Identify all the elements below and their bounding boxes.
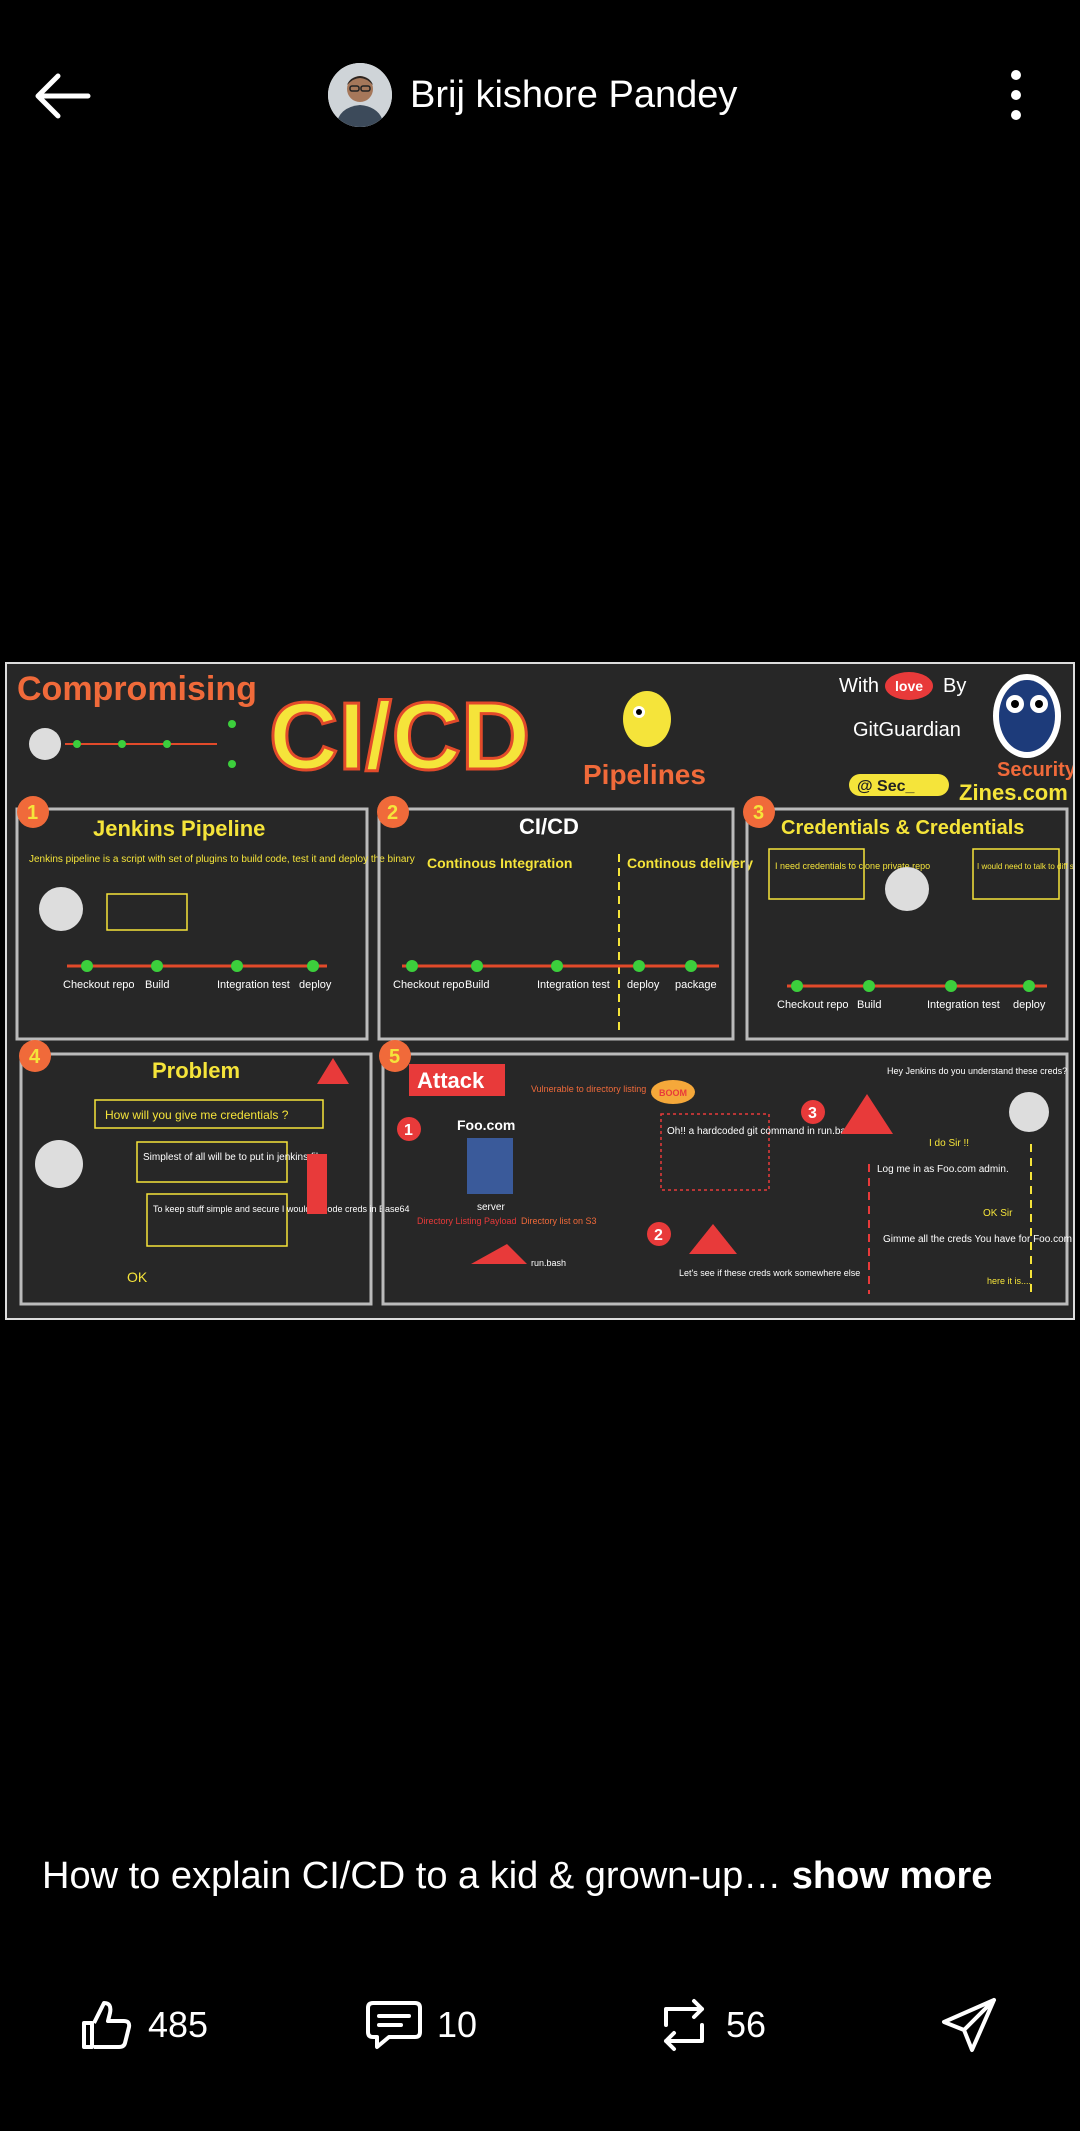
send-icon (942, 1998, 996, 2052)
comment-count: 10 (437, 2004, 478, 2045)
svg-text:Build: Build (465, 979, 489, 991)
svg-text:Oh!! a hardcoded git command i: Oh!! a hardcoded git command in run.bash (667, 1126, 857, 1137)
like-count: 485 (148, 2004, 209, 2045)
svg-text:BOOM: BOOM (659, 1088, 687, 1098)
svg-text:Let's see if these creds work: Let's see if these creds work somewhere … (679, 1268, 860, 1278)
credit-site-top: Security (997, 759, 1073, 781)
svg-text:here it is....: here it is.... (987, 1276, 1031, 1286)
credit-love: love (895, 678, 923, 694)
panel-cicd: 2 CI/CD Continous Integration Continous … (377, 796, 753, 1041)
svg-text:Foo.com: Foo.com (457, 1117, 515, 1133)
svg-text:To keep stuff simple and secur: To keep stuff simple and secure I would … (153, 1204, 410, 1214)
svg-text:2: 2 (387, 802, 398, 824)
svg-text:Integration test: Integration test (217, 979, 290, 991)
svg-text:Simplest of all will be to put: Simplest of all will be to put in jenkin… (143, 1152, 324, 1163)
credit-by: By (943, 675, 966, 697)
svg-text:Log me in as Foo.com admin.: Log me in as Foo.com admin. (877, 1164, 1009, 1175)
comment-button[interactable]: 10 (365, 1990, 477, 2060)
credit-handle: @ Sec_ (857, 778, 916, 795)
svg-text:Attack: Attack (417, 1068, 485, 1093)
svg-text:OK: OK (127, 1269, 148, 1285)
svg-text:Directory Listing Payload: Directory Listing Payload (417, 1216, 517, 1226)
svg-text:I would need to talk to diff s: I would need to talk to diff services fo… (977, 862, 1073, 871)
svg-text:Continous delivery: Continous delivery (627, 855, 753, 871)
action-bar: 485 10 56 (0, 1990, 1080, 2080)
repost-icon (664, 1999, 704, 2051)
credit-org: GitGuardian (853, 719, 961, 741)
repost-button[interactable]: 56 (656, 1990, 766, 2060)
more-options-button[interactable] (992, 60, 1040, 130)
credit-with: With (839, 675, 879, 697)
svg-text:Hey Jenkins do you understand: Hey Jenkins do you understand these cred… (887, 1066, 1067, 1076)
svg-text:Build: Build (857, 999, 881, 1011)
svg-text:Jenkins Pipeline: Jenkins Pipeline (93, 816, 265, 841)
panel-attack: 5 Attack 1 Foo.com server Vulnerable to … (379, 1040, 1072, 1306)
svg-text:Integration test: Integration test (537, 979, 610, 991)
title-pipeline-graphic (29, 720, 236, 768)
svg-text:I do Sir !!: I do Sir !! (929, 1138, 969, 1149)
svg-text:server: server (477, 1202, 505, 1213)
bird-mascot-icon (623, 691, 671, 747)
svg-text:Checkout repo: Checkout repo (63, 979, 135, 991)
thumbs-up-icon (82, 2001, 132, 2049)
svg-text:Gimme all the creds You have f: Gimme all the creds You have for Foo.com (883, 1234, 1072, 1245)
svg-text:1: 1 (404, 1122, 413, 1139)
svg-text:Problem: Problem (152, 1058, 240, 1083)
back-arrow-icon (35, 73, 91, 119)
more-dot-icon (1011, 70, 1021, 80)
send-button[interactable] (940, 1990, 998, 2060)
caption-text: How to explain CI/CD to a kid & grown-up… (42, 1855, 782, 1897)
svg-text:4: 4 (29, 1046, 41, 1068)
svg-text:2: 2 (654, 1227, 663, 1244)
show-more-link[interactable]: show more (791, 1855, 993, 1897)
panel-problem: 4 Problem How will you give me credentia… (19, 1040, 410, 1306)
svg-text:Integration test: Integration test (927, 999, 1000, 1011)
svg-text:package: package (675, 979, 717, 991)
svg-text:Jenkins pipeline is a script w: Jenkins pipeline is a script with set of… (29, 854, 415, 865)
panel-jenkins-pipeline: 1 Jenkins Pipeline Jenkins pipeline is a… (15, 796, 415, 1041)
infographic-title-right: Pipelines (583, 759, 706, 790)
back-button[interactable] (30, 64, 94, 128)
infographic-title-main: CI/CD (269, 683, 530, 790)
like-button[interactable]: 485 (78, 1990, 208, 2060)
svg-text:Directory list on S3: Directory list on S3 (521, 1216, 597, 1226)
post-header: Brij kishore Pandey (0, 0, 1080, 200)
svg-text:1: 1 (27, 802, 38, 824)
svg-text:CI/CD: CI/CD (519, 814, 579, 839)
repost-count: 56 (726, 2004, 767, 2045)
infographic-title-left: Compromising (17, 670, 257, 708)
svg-text:I need credentials to clone pr: I need credentials to clone private repo (775, 861, 930, 871)
svg-text:OK Sir: OK Sir (983, 1208, 1013, 1219)
svg-text:deploy: deploy (1013, 999, 1046, 1011)
svg-text:3: 3 (808, 1105, 817, 1122)
credit-site: Zines.com (959, 780, 1068, 805)
svg-text:How will you give me credentia: How will you give me credentials ? (105, 1108, 289, 1122)
more-dot-icon (1011, 90, 1021, 100)
post-image[interactable]: Compromising CI/CD Pipelines With love B… (5, 662, 1075, 1320)
svg-text:Credentials & Credentials: Credentials & Credentials (781, 817, 1024, 839)
svg-text:Build: Build (145, 979, 169, 991)
svg-text:Checkout repo: Checkout repo (393, 979, 465, 991)
svg-text:5: 5 (389, 1046, 400, 1068)
owl-logo-icon (993, 674, 1061, 758)
comment-icon (366, 2001, 422, 2049)
svg-text:Checkout repo: Checkout repo (777, 999, 849, 1011)
svg-text:Vulnerable to directory listin: Vulnerable to directory listing (531, 1084, 646, 1094)
svg-text:deploy: deploy (627, 979, 660, 991)
svg-text:3: 3 (753, 802, 764, 824)
more-dot-icon (1011, 110, 1021, 120)
author-link[interactable]: Brij kishore Pandey (328, 63, 737, 127)
svg-text:deploy: deploy (299, 979, 332, 991)
panel-credentials: 3 Credentials & Credentials I need crede… (743, 796, 1073, 1041)
author-name[interactable]: Brij kishore Pandey (410, 73, 738, 116)
svg-text:Continous Integration: Continous Integration (427, 855, 572, 871)
post-caption[interactable]: How to explain CI/CD to a kid & grown-up… (42, 1855, 1042, 1898)
svg-text:run.bash: run.bash (531, 1258, 566, 1268)
avatar[interactable] (328, 63, 392, 127)
